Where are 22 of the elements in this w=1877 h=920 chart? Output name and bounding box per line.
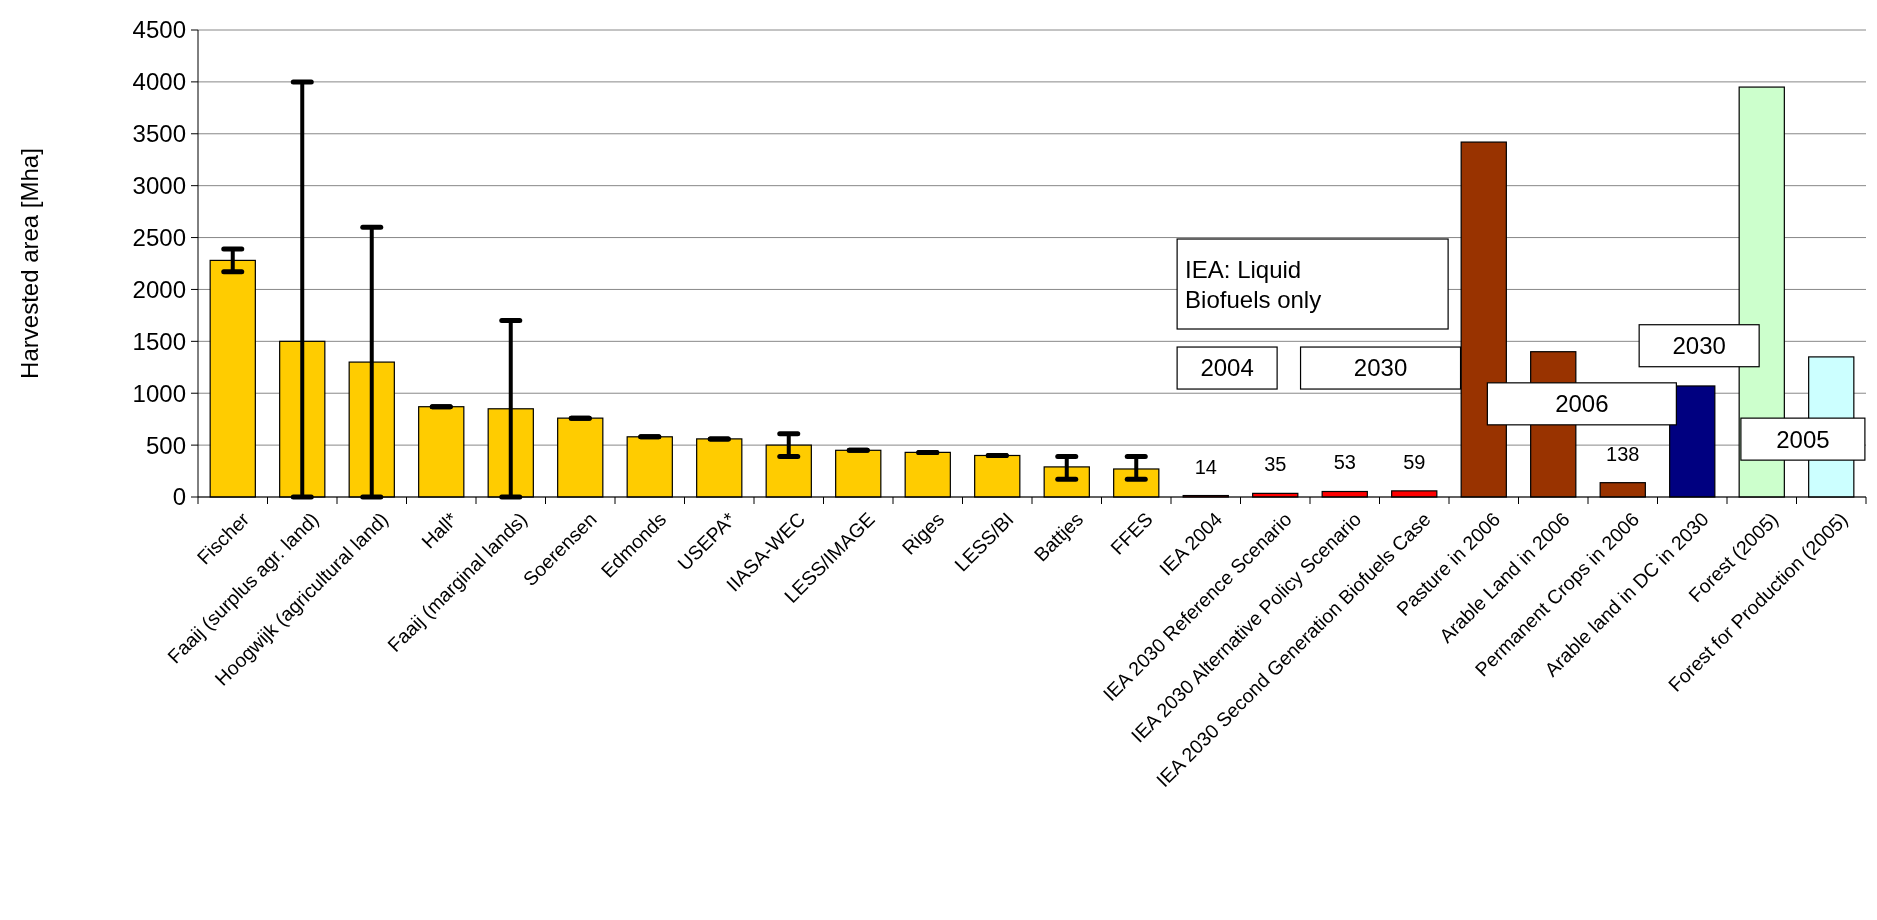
data-label: 35	[1264, 453, 1287, 476]
y-tick-label: 1500	[132, 327, 186, 355]
y-tick-label: 1000	[132, 379, 186, 407]
data-label: 138	[1606, 442, 1640, 465]
y-axis-title: Harvested area [Mha]	[16, 148, 43, 379]
annotation: 2005	[1776, 425, 1830, 453]
data-label: 14	[1194, 455, 1217, 478]
y-tick-label: 2000	[132, 275, 186, 303]
y-tick-label: 4000	[132, 68, 186, 96]
annotation: IEA: Liquid Biofuels only	[1185, 256, 1322, 314]
data-label: 59	[1403, 450, 1426, 473]
annotation: 2004	[1200, 354, 1254, 382]
y-tick-label: 3000	[132, 172, 186, 200]
y-tick-label: 500	[145, 431, 186, 459]
y-tick-label: 2500	[132, 223, 186, 251]
y-tick-label: 0	[172, 483, 186, 511]
annotation: 2030	[1672, 332, 1726, 360]
data-label: 53	[1333, 451, 1356, 474]
y-tick-label: 3500	[132, 120, 186, 148]
annotation: 2006	[1555, 390, 1609, 418]
y-tick-label: 4500	[132, 16, 186, 44]
annotation: 2030	[1353, 354, 1408, 382]
